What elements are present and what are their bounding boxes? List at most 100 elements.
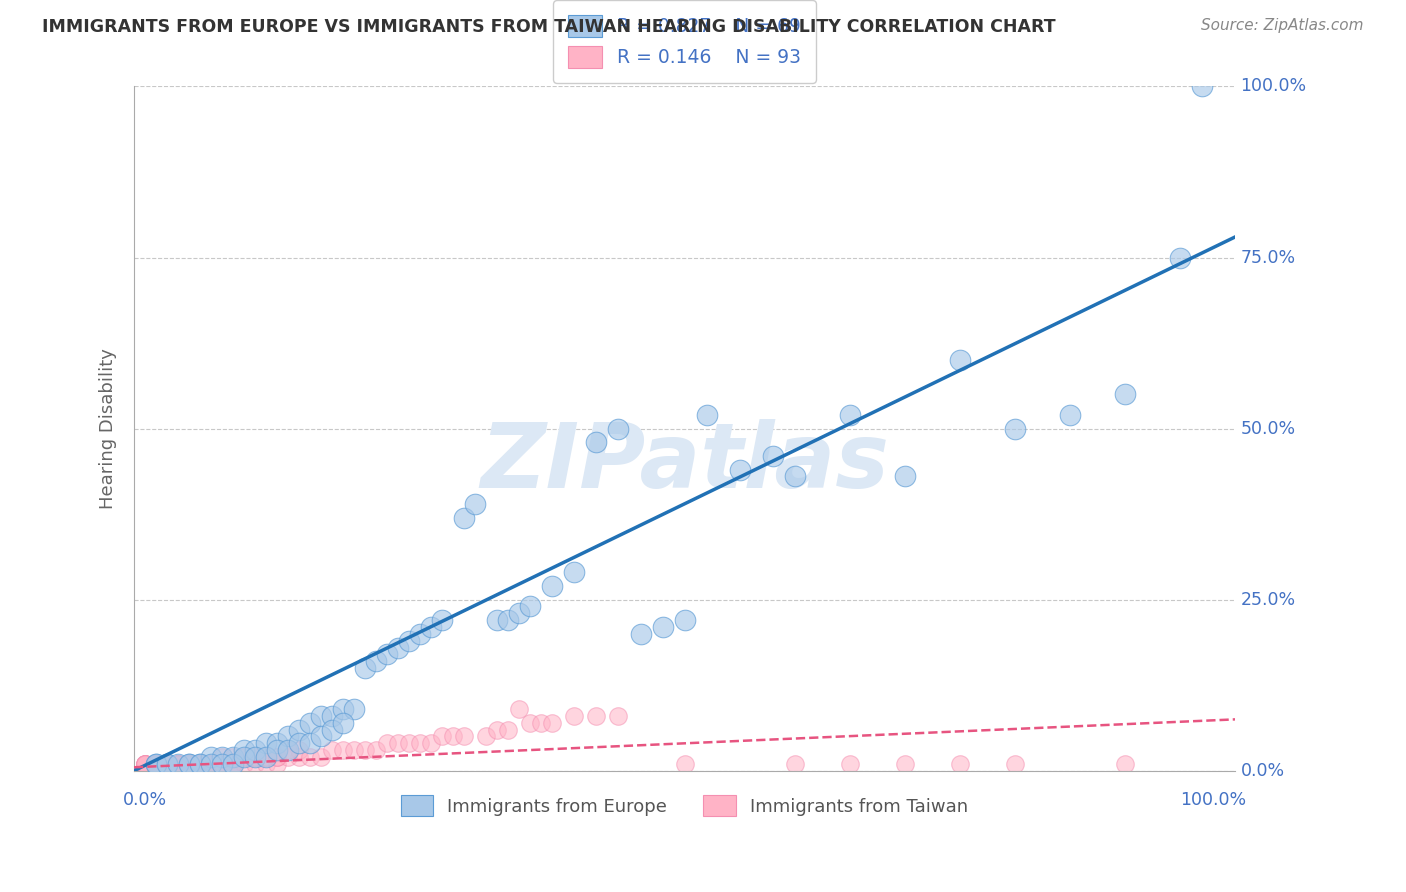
- Y-axis label: Hearing Disability: Hearing Disability: [100, 348, 117, 509]
- Point: [432, 613, 454, 627]
- Point: [838, 408, 860, 422]
- Point: [673, 756, 696, 771]
- Point: [441, 730, 464, 744]
- Point: [1059, 408, 1081, 422]
- Point: [254, 736, 277, 750]
- Point: [564, 709, 586, 723]
- Point: [420, 620, 443, 634]
- Point: [453, 730, 475, 744]
- Point: [277, 730, 299, 744]
- Point: [134, 756, 156, 771]
- Point: [167, 756, 190, 771]
- Point: [288, 723, 311, 737]
- Point: [188, 756, 211, 771]
- Point: [299, 736, 322, 750]
- Point: [299, 715, 322, 730]
- Point: [343, 743, 366, 757]
- Point: [541, 579, 564, 593]
- Point: [145, 756, 167, 771]
- Point: [200, 756, 222, 771]
- Point: [277, 750, 299, 764]
- Point: [156, 756, 179, 771]
- Point: [177, 756, 200, 771]
- Point: [783, 469, 806, 483]
- Point: [728, 462, 751, 476]
- Point: [332, 743, 354, 757]
- Point: [486, 613, 509, 627]
- Point: [167, 756, 190, 771]
- Point: [167, 756, 190, 771]
- Point: [254, 750, 277, 764]
- Point: [156, 756, 179, 771]
- Point: [1004, 421, 1026, 435]
- Point: [508, 607, 530, 621]
- Point: [519, 715, 541, 730]
- Point: [233, 750, 256, 764]
- Point: [200, 756, 222, 771]
- Point: [398, 633, 420, 648]
- Point: [211, 756, 233, 771]
- Point: [354, 661, 377, 675]
- Point: [254, 756, 277, 771]
- Point: [783, 756, 806, 771]
- Point: [288, 743, 311, 757]
- Point: [200, 756, 222, 771]
- Point: [233, 743, 256, 757]
- Point: [266, 750, 288, 764]
- Point: [564, 566, 586, 580]
- Text: 75.0%: 75.0%: [1240, 249, 1296, 267]
- Point: [530, 715, 553, 730]
- Point: [156, 756, 179, 771]
- Point: [1168, 251, 1191, 265]
- Point: [145, 756, 167, 771]
- Point: [1004, 756, 1026, 771]
- Point: [366, 743, 388, 757]
- Point: [222, 756, 245, 771]
- Point: [332, 715, 354, 730]
- Text: IMMIGRANTS FROM EUROPE VS IMMIGRANTS FROM TAIWAN HEARING DISABILITY CORRELATION : IMMIGRANTS FROM EUROPE VS IMMIGRANTS FRO…: [42, 18, 1056, 36]
- Point: [254, 750, 277, 764]
- Point: [309, 709, 332, 723]
- Point: [188, 756, 211, 771]
- Point: [188, 756, 211, 771]
- Point: [366, 654, 388, 668]
- Point: [453, 510, 475, 524]
- Point: [167, 756, 190, 771]
- Text: 0.0%: 0.0%: [1240, 762, 1285, 780]
- Point: [167, 756, 190, 771]
- Point: [321, 743, 343, 757]
- Point: [145, 756, 167, 771]
- Point: [332, 702, 354, 716]
- Point: [432, 730, 454, 744]
- Point: [508, 702, 530, 716]
- Point: [145, 756, 167, 771]
- Point: [343, 702, 366, 716]
- Point: [211, 750, 233, 764]
- Point: [762, 449, 785, 463]
- Point: [222, 756, 245, 771]
- Point: [696, 408, 718, 422]
- Text: 50.0%: 50.0%: [1240, 419, 1296, 438]
- Point: [409, 736, 432, 750]
- Point: [607, 421, 630, 435]
- Point: [177, 756, 200, 771]
- Point: [134, 756, 156, 771]
- Point: [277, 743, 299, 757]
- Point: [585, 435, 607, 450]
- Point: [211, 750, 233, 764]
- Point: [145, 756, 167, 771]
- Point: [188, 756, 211, 771]
- Text: ZIPatlas: ZIPatlas: [479, 418, 889, 507]
- Text: 100.0%: 100.0%: [1180, 791, 1246, 809]
- Text: 0.0%: 0.0%: [122, 791, 167, 809]
- Point: [475, 730, 498, 744]
- Point: [420, 736, 443, 750]
- Point: [651, 620, 673, 634]
- Point: [288, 736, 311, 750]
- Point: [222, 756, 245, 771]
- Text: 25.0%: 25.0%: [1240, 591, 1296, 608]
- Point: [243, 750, 266, 764]
- Point: [243, 743, 266, 757]
- Point: [188, 756, 211, 771]
- Point: [266, 743, 288, 757]
